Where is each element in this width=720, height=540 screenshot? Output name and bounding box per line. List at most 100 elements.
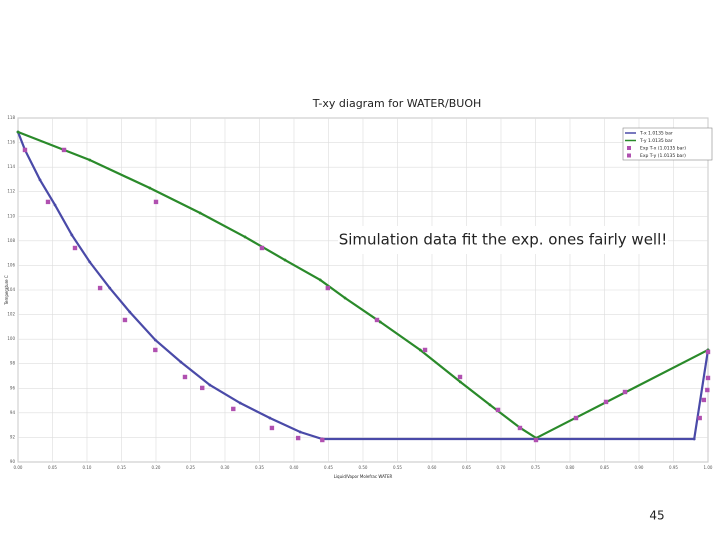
x-tick-label: 0.50 (359, 465, 368, 470)
data-point (701, 397, 707, 403)
grid: 90 92 94 96 98 100 102 104 106 108 110 112 114 116 118… (7, 115, 713, 470)
line-vertex (418, 348, 422, 352)
line-vertex (88, 260, 92, 264)
y-tick-label: 106 (7, 262, 15, 267)
annotation: Simulation data fit the exp. ones fairly… (339, 231, 668, 249)
y-tick-label: 102 (7, 312, 15, 317)
line-vertex (458, 380, 462, 384)
data-point (61, 147, 67, 153)
data-point (705, 375, 711, 381)
y-tick-label: 114 (7, 164, 15, 169)
line-vertex (198, 211, 202, 215)
line-vertex (38, 178, 42, 182)
y-tick-label: 92 (10, 434, 16, 439)
y-tick-label: 112 (7, 189, 15, 194)
data-point (97, 285, 103, 291)
line-vertex (179, 360, 183, 364)
y-tick-label: 104 (7, 287, 15, 292)
x-axis-label: Liquid/Vapor Molefrac WATER (334, 474, 393, 479)
annotation-box (338, 226, 668, 254)
line-vertex (88, 158, 92, 162)
x-tick-label: 0.60 (428, 465, 437, 470)
data-point (517, 425, 523, 431)
x-tick-label: 0.25 (186, 465, 195, 470)
y-tick-label: 100 (7, 336, 15, 341)
data-point (457, 374, 463, 380)
legend-label: Exp T-y (1.0135 bar) (640, 153, 686, 159)
data-point (325, 285, 331, 291)
data-point (122, 317, 128, 323)
chart-title: T-xy diagram for WATER/BUOH (312, 97, 482, 110)
line-vertex (692, 437, 696, 441)
x-tick-label: 0.35 (255, 465, 264, 470)
line-vertex (208, 383, 212, 387)
y-tick-label: 116 (7, 140, 15, 145)
data-point (622, 389, 628, 395)
legend-label: Exp T-x (1.0135 bar) (640, 146, 686, 152)
data-point (22, 147, 28, 153)
data-point (72, 245, 78, 251)
legend-label: T-y 1.0135 bar (639, 138, 673, 144)
data-point (320, 437, 325, 443)
data-point (153, 199, 159, 205)
x-tick-label: 0.80 (566, 465, 575, 470)
x-tick-label: 0.20 (152, 465, 161, 470)
data-point (269, 425, 275, 431)
x-tick-label: 0.90 (635, 465, 644, 470)
marks (16, 130, 711, 443)
line-vertex (70, 233, 74, 237)
data-point (182, 374, 188, 380)
data-point (705, 349, 711, 355)
data-point (45, 199, 51, 205)
x-tick-label: 0.15 (117, 465, 126, 470)
x-tick-label: 0.55 (393, 465, 402, 470)
legend-swatch (627, 146, 631, 150)
x-tick-label: 0.10 (83, 465, 92, 470)
x-tick-label: 0.40 (290, 465, 299, 470)
line-vertex (148, 186, 152, 190)
x-tick-label: 0.30 (221, 465, 230, 470)
data-point (533, 437, 539, 443)
line-vertex (108, 286, 112, 290)
line-vertex (378, 320, 382, 324)
line-vertex (16, 130, 20, 134)
y-tick-label: 96 (10, 385, 16, 390)
y-tick-label: 98 (10, 361, 16, 366)
data-point (374, 317, 380, 323)
y-tick-label: 118 (7, 115, 15, 120)
line-vertex (343, 296, 347, 300)
line-vertex (153, 338, 157, 342)
line-vertex (268, 416, 272, 420)
x-tick-label: 0.95 (669, 465, 678, 470)
data-point (259, 245, 265, 251)
data-point (697, 415, 702, 421)
y-tick-label: 94 (10, 410, 16, 415)
y-tick-label: 110 (7, 213, 15, 218)
y-tick-label: 108 (7, 238, 15, 243)
data-point (705, 387, 710, 393)
data-point (295, 435, 301, 441)
line-vertex (488, 403, 492, 407)
x-tick-label: 0.65 (462, 465, 471, 470)
y-tick-label: 90 (10, 459, 16, 464)
data-point (422, 347, 428, 353)
legend-swatch (627, 153, 631, 158)
data-point (603, 399, 609, 405)
data-point (573, 415, 579, 421)
x-tick-label: 0.00 (14, 465, 23, 470)
line-vertex (238, 401, 242, 405)
legend-box (622, 127, 713, 161)
line-vertex (298, 430, 302, 434)
page-number: 45 (649, 509, 664, 523)
data-point (495, 407, 501, 413)
line-vertex (128, 310, 132, 314)
line-vertex (53, 203, 57, 207)
line-vertex (318, 278, 322, 282)
x-tick-label: 0.70 (497, 465, 506, 470)
y-axis-label: Temperature C (4, 275, 9, 306)
line-vertex (243, 235, 247, 239)
data-point (200, 385, 205, 391)
legend-label: T-x 1.0135 bar (639, 131, 673, 137)
